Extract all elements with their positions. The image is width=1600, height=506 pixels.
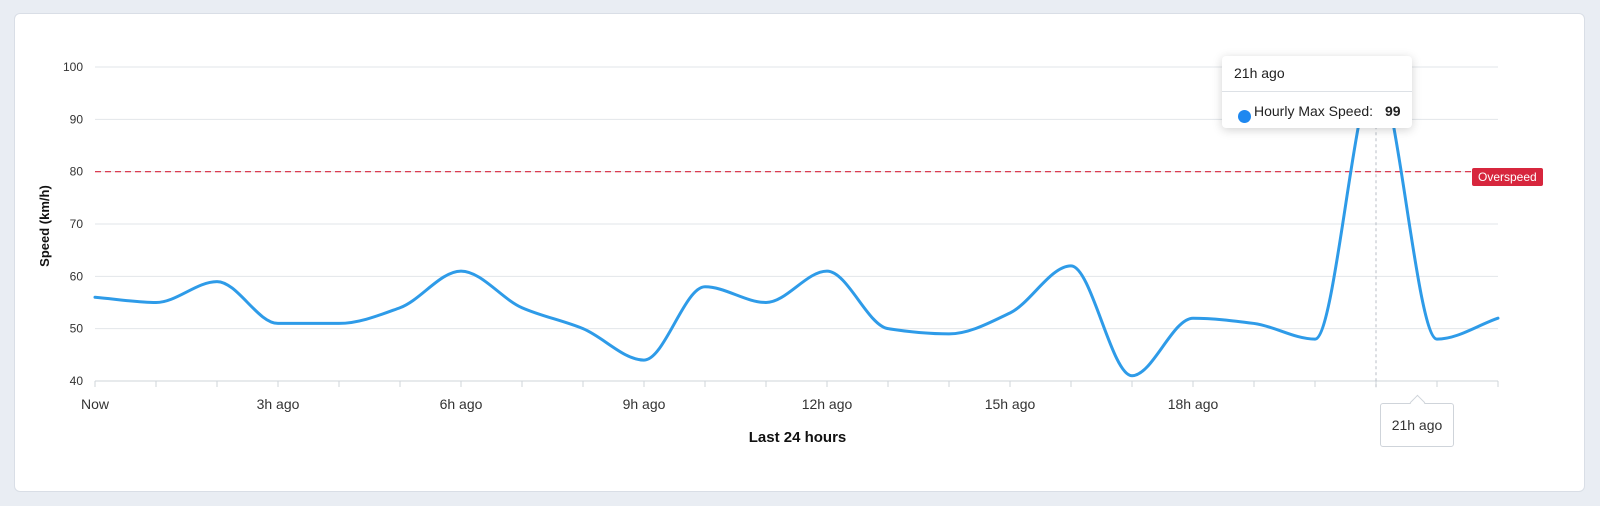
x-tick-label: 9h ago bbox=[623, 396, 666, 412]
x-axis-title: Last 24 hours bbox=[749, 429, 847, 446]
chart-tooltip: 21h ago Hourly Max Speed: 99 bbox=[1222, 56, 1412, 128]
x-tick-label: 18h ago bbox=[1168, 396, 1219, 412]
y-tick-label: 80 bbox=[70, 165, 84, 179]
x-crosshair-label: 21h ago bbox=[1380, 403, 1454, 447]
y-tick-label: 40 bbox=[70, 374, 84, 388]
tooltip-series-label: Hourly Max Speed: bbox=[1254, 103, 1374, 119]
x-tick-label: 12h ago bbox=[802, 396, 853, 412]
overspeed-threshold-label: Overspeed bbox=[1472, 168, 1543, 186]
y-axis-title: Speed (km/h) bbox=[37, 185, 52, 267]
y-tick-label: 100 bbox=[63, 60, 83, 74]
y-tick-label: 60 bbox=[70, 269, 84, 283]
tooltip-value: 99 bbox=[1385, 103, 1401, 119]
y-tick-label: 70 bbox=[70, 217, 84, 231]
series-line-hourly-max-speed bbox=[93, 70, 1500, 378]
chart-card: 40 50 60 70 80 90 100 Now 3h ago 6h ago 9h ago 12h … bbox=[14, 13, 1585, 492]
x-tick-label: 3h ago bbox=[257, 396, 300, 412]
series-dot-icon bbox=[1238, 110, 1251, 123]
y-tick-label: 50 bbox=[70, 322, 84, 336]
y-tick-label: 90 bbox=[70, 112, 84, 126]
speed-line-chart: 40 50 60 70 80 90 100 Now 3h ago 6h ago 9h ago 12h … bbox=[37, 60, 1500, 446]
x-tick-label: Now bbox=[81, 396, 110, 412]
tooltip-title: 21h ago bbox=[1222, 56, 1412, 92]
tooltip-body: Hourly Max Speed: 99 bbox=[1222, 92, 1412, 128]
x-tick-label: 15h ago bbox=[985, 396, 1036, 412]
x-tick-label: 6h ago bbox=[440, 396, 483, 412]
